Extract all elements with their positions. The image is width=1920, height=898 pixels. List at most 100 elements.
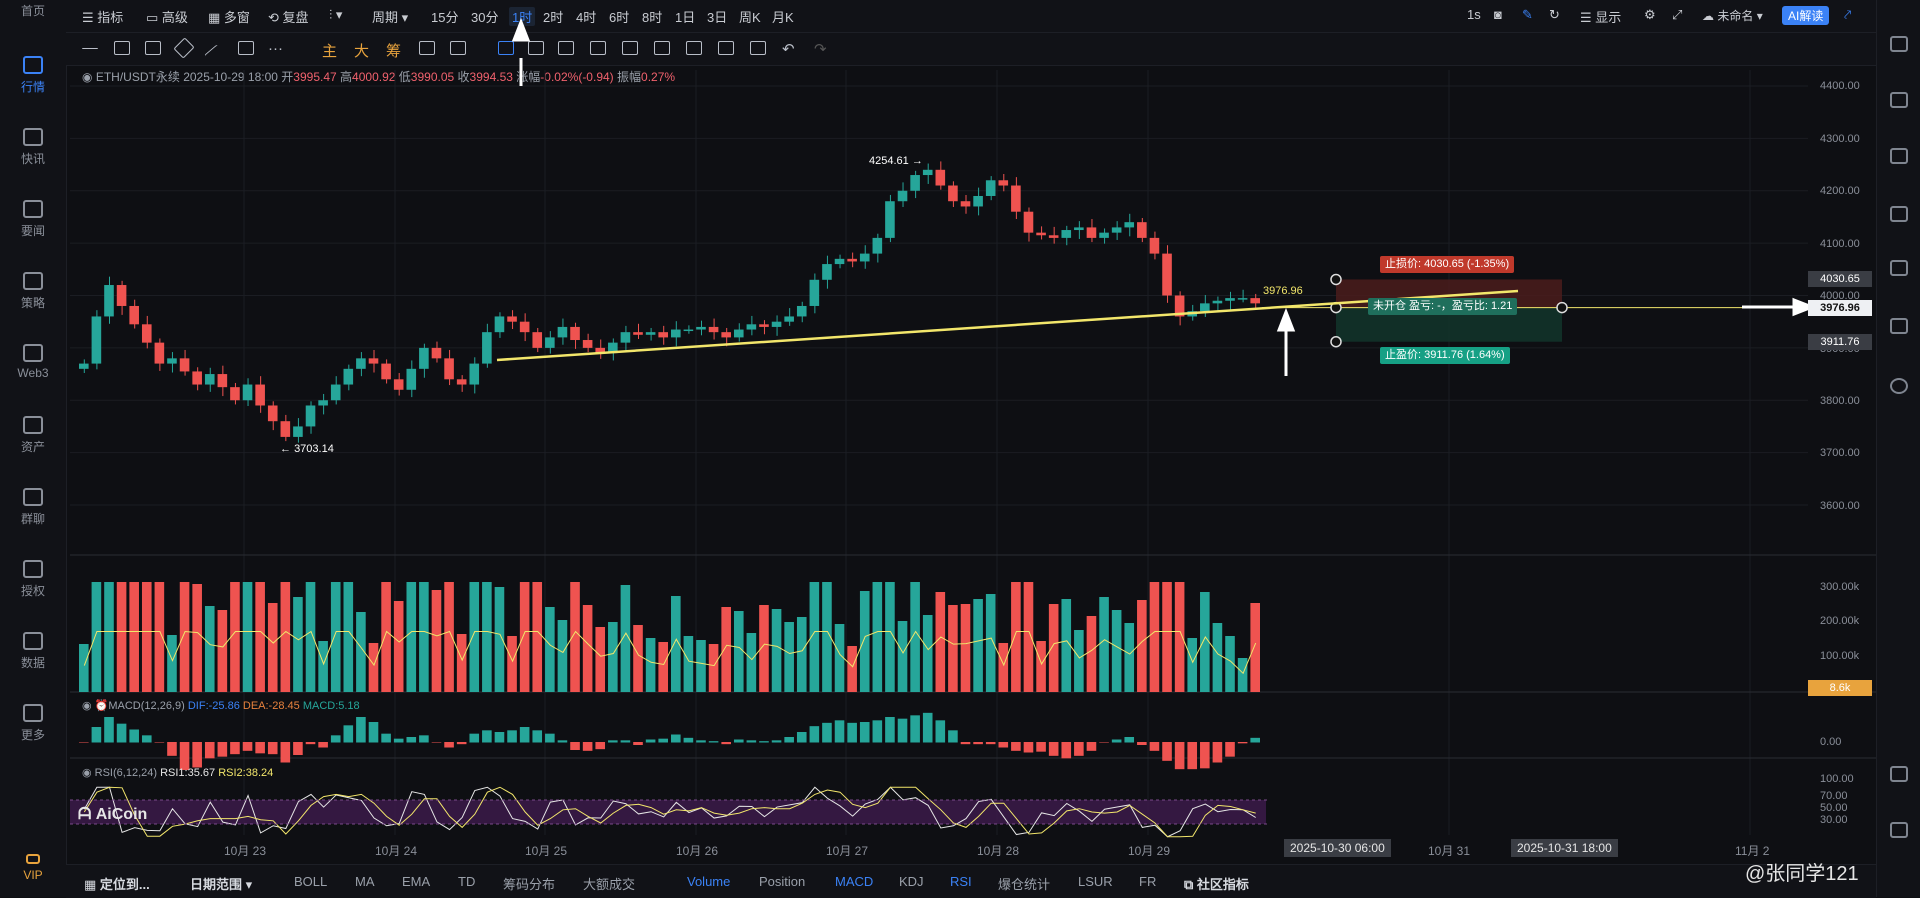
period-3d[interactable]: 3日: [707, 10, 728, 25]
trash-icon[interactable]: [750, 41, 766, 55]
indicator-fr[interactable]: FR: [1139, 874, 1157, 889]
indicator-td[interactable]: TD: [458, 874, 476, 889]
nav-chat[interactable]: 群聊: [0, 488, 66, 527]
indicator-lsur[interactable]: LSUR: [1078, 874, 1113, 889]
indicator-boll[interactable]: BOLL: [294, 874, 328, 889]
position-icon[interactable]: [1890, 260, 1908, 276]
indicators-button[interactable]: ☰ 指标: [82, 10, 124, 25]
period-1d[interactable]: 1日: [675, 10, 696, 25]
volume-bar: [116, 582, 127, 692]
undo-icon[interactable]: ↶: [782, 41, 795, 58]
nav-auth[interactable]: 授权: [0, 560, 66, 599]
y-tick: 4200.00: [1820, 185, 1860, 197]
period-dropdown[interactable]: 周期 ▾: [372, 10, 409, 25]
macd-bar: [859, 722, 870, 743]
more-tools-icon[interactable]: ···: [268, 40, 283, 57]
indicator-chip[interactable]: 筹码分布: [503, 877, 556, 892]
period-2h[interactable]: 2时: [543, 10, 564, 25]
advanced-button[interactable]: ▭ 高级: [146, 10, 188, 25]
nav-vip[interactable]: VIP: [0, 854, 66, 882]
volume-bar: [759, 605, 769, 692]
nav-headlines[interactable]: 要闻: [0, 200, 66, 239]
share-icon[interactable]: ⤤: [1844, 7, 1852, 22]
refresh-icon[interactable]: ↻: [1549, 7, 1560, 22]
ai-interpret-button[interactable]: AI解读: [1782, 6, 1830, 25]
notes-icon[interactable]: [1890, 36, 1908, 52]
robot-icon[interactable]: [1890, 318, 1908, 334]
macd-title[interactable]: ◉ ⏰MACD(12,26,9) DIF:-25.86 DEA:-28.45 M…: [82, 700, 360, 712]
period-month[interactable]: 月K: [772, 10, 794, 25]
community-indicators-button[interactable]: ⧉ 社区指标: [1184, 877, 1249, 892]
measure-icon[interactable]: [528, 41, 544, 55]
fullscreen-icon[interactable]: ⤢: [1672, 7, 1683, 22]
candle-body: [834, 258, 845, 265]
lock-icon[interactable]: [622, 41, 638, 55]
brush-icon[interactable]: [558, 41, 574, 55]
entry-order-label[interactable]: 未开仓 盈亏: -，盈亏比: 1.21: [1368, 298, 1518, 315]
message-icon[interactable]: [1890, 822, 1908, 838]
replay-button[interactable]: ⟲ 复盘: [268, 10, 309, 25]
period-15m[interactable]: 15分: [431, 10, 459, 25]
nav-web3[interactable]: Web3: [0, 344, 66, 380]
nav-data[interactable]: 数据: [0, 632, 66, 671]
redo-icon[interactable]: ↷: [814, 41, 827, 58]
layout-unnamed-button[interactable]: ☁ 未命名 ▾: [1702, 9, 1763, 23]
nav-strategy[interactable]: 策略: [0, 272, 66, 311]
nav-market[interactable]: 行情: [0, 56, 66, 95]
magnet-icon[interactable]: [419, 41, 435, 55]
display-button[interactable]: ☰ 显示: [1580, 10, 1622, 25]
indicator-position[interactable]: Position: [759, 874, 806, 889]
period-6h[interactable]: 6时: [609, 10, 630, 25]
filter-icon[interactable]: [718, 41, 734, 55]
indicator-large-trades[interactable]: 大额成交: [583, 877, 636, 892]
eraser-icon[interactable]: [450, 41, 466, 55]
order-tool-icon[interactable]: [498, 41, 514, 55]
chip-toggle[interactable]: 筹: [386, 43, 402, 60]
nav-home[interactable]: 首页: [0, 2, 66, 19]
parallel-lines-tool-icon[interactable]: [114, 41, 130, 55]
symbol-label[interactable]: ETH/USDT永续: [95, 70, 180, 84]
locate-button[interactable]: ▦ 定位到...: [84, 877, 150, 892]
alert-icon[interactable]: [1890, 92, 1908, 108]
take-profit-label[interactable]: 止盈价: 3911.76 (1.64%): [1380, 347, 1510, 364]
orderbook-icon[interactable]: [1890, 206, 1908, 222]
indicator-kdj[interactable]: KDJ: [899, 874, 924, 889]
visibility-icon[interactable]: [654, 41, 670, 55]
horizontal-line-tool-icon[interactable]: [82, 48, 98, 50]
interval-1s[interactable]: 1s: [1467, 7, 1481, 22]
period-8h[interactable]: 8时: [642, 10, 663, 25]
period-week[interactable]: 周K: [739, 10, 761, 25]
pattern-icon[interactable]: [590, 41, 606, 55]
indicator-macd[interactable]: MACD: [835, 874, 874, 889]
candle-body: [746, 324, 757, 330]
indicator-rsi[interactable]: RSI: [950, 874, 972, 889]
link-icon[interactable]: [686, 41, 702, 55]
multiwindow-button[interactable]: ▦ 多窗: [208, 10, 250, 25]
period-4h[interactable]: 4时: [576, 10, 597, 25]
layout-icon[interactable]: [1890, 766, 1908, 782]
indicator-ma[interactable]: MA: [355, 874, 375, 889]
sync-icon[interactable]: [1890, 378, 1908, 394]
period-30m[interactable]: 30分: [471, 10, 499, 25]
nav-more[interactable]: 更多: [0, 704, 66, 743]
main-chart-toggle[interactable]: 主: [322, 43, 338, 60]
camera-icon[interactable]: ◙: [1494, 7, 1502, 22]
stop-loss-label[interactable]: 止损价: 4030.65 (-1.35%): [1380, 256, 1515, 273]
large-order-toggle[interactable]: 大: [354, 43, 370, 60]
rsi-title[interactable]: ◉ RSI(6,12,24) RSI1:35.67 RSI2:38.24: [82, 767, 274, 779]
candle-type-button[interactable]: ⫶ ▾: [329, 7, 343, 22]
eye-icon[interactable]: ◉: [82, 70, 93, 84]
settings-gear-icon[interactable]: ⚙: [1644, 7, 1656, 22]
channel-tool-icon[interactable]: [145, 41, 161, 55]
period-1h[interactable]: 1时: [509, 7, 536, 26]
indicator-volume[interactable]: Volume: [687, 874, 731, 889]
indicator-liquidation[interactable]: 爆仓统计: [998, 877, 1051, 892]
indicator-ema[interactable]: EMA: [402, 874, 431, 889]
nav-assets[interactable]: 资产: [0, 416, 66, 455]
date-range-button[interactable]: 日期范围 ▾: [190, 877, 253, 892]
pencil-icon[interactable]: ✎: [1522, 7, 1533, 22]
fib-tool-icon[interactable]: [238, 41, 254, 55]
trade-icon[interactable]: [1890, 148, 1908, 164]
nav-flash[interactable]: 快讯: [0, 128, 66, 167]
